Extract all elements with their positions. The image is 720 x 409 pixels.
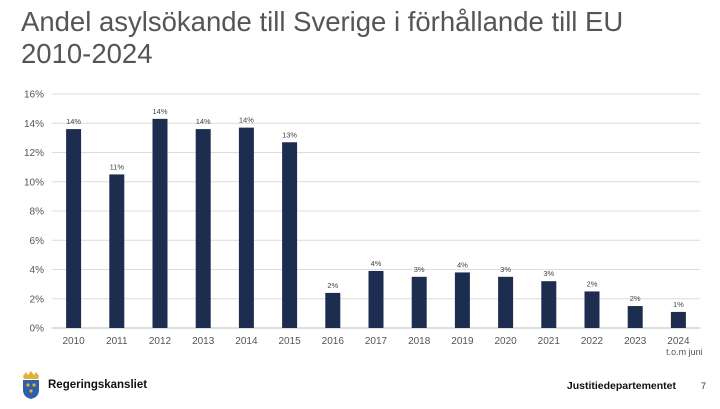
department-name: Justitiedepartementet xyxy=(566,380,676,392)
bar-2016 xyxy=(325,292,341,328)
bar-2012 xyxy=(152,118,168,328)
data-label-2015: 13% xyxy=(282,130,297,139)
x-tick-label-2011: 2011 xyxy=(106,336,128,347)
bar-2010 xyxy=(66,129,82,328)
data-label-2020: 3% xyxy=(500,265,511,274)
x-tick-label-2024: 2024 xyxy=(667,336,690,347)
footer-logo: Regeringskansliet xyxy=(20,370,147,400)
x-tick-label-2020: 2020 xyxy=(494,336,517,347)
page-title: Andel asylsökande till Sverige i förhåll… xyxy=(21,6,624,69)
y-tick-label: 12% xyxy=(24,148,44,159)
y-tick-label: 16% xyxy=(24,90,44,101)
data-label-2013: 14% xyxy=(196,117,211,126)
y-tick-label: 8% xyxy=(30,207,45,218)
y-tick-label: 14% xyxy=(24,119,44,130)
data-label-2021: 3% xyxy=(543,269,554,278)
data-label-2010: 14% xyxy=(66,117,81,126)
bar-2022 xyxy=(584,291,600,328)
data-label-2014: 14% xyxy=(239,116,254,125)
data-label-2012: 14% xyxy=(152,107,167,116)
page-number: 7 xyxy=(700,381,706,391)
bar-chart: 0% 2% 4% 6% 8% 10% 12% 14% 16% 14% 11% 14% 14% 14% 13… xyxy=(24,90,703,358)
bar-2013 xyxy=(195,129,211,328)
y-tick-label: 6% xyxy=(30,236,45,247)
x-tick-label-2016: 2016 xyxy=(322,336,345,347)
data-label-2024: 1% xyxy=(673,300,684,309)
y-axis-ticks: 0% 2% 4% 6% 8% 10% 12% 14% 16% xyxy=(24,90,44,335)
data-label-2017: 4% xyxy=(371,259,382,268)
x-tick-label-2017: 2017 xyxy=(365,336,388,347)
x-tick-label-2019: 2019 xyxy=(451,336,474,347)
bar-2023 xyxy=(627,306,643,328)
data-label-2016: 2% xyxy=(327,281,338,290)
x-axis-ticks: 2010 2011 2012 2013 2014 2015 2016 2017 2018 2019… xyxy=(62,336,702,357)
x-tick-label-2015: 2015 xyxy=(278,336,301,347)
bar-2015 xyxy=(282,142,298,328)
bar-2014 xyxy=(238,127,254,328)
bar-2018 xyxy=(411,276,427,328)
x-tick-label-2010: 2010 xyxy=(62,336,85,347)
bar-2021 xyxy=(541,281,557,328)
x-tick-label-2014: 2014 xyxy=(235,336,258,347)
bars xyxy=(66,118,686,328)
x-tick-label-2013: 2013 xyxy=(192,336,215,347)
y-tick-label: 4% xyxy=(30,265,45,276)
x-tick-label-2022: 2022 xyxy=(581,336,604,347)
bar-2017 xyxy=(368,270,384,328)
bar-2019 xyxy=(454,272,470,328)
data-label-2019: 4% xyxy=(457,260,468,269)
y-tick-label: 0% xyxy=(30,324,45,335)
x-tick-label-2012: 2012 xyxy=(149,336,172,347)
organization-name: Regeringskansliet xyxy=(48,379,148,391)
y-tick-label: 2% xyxy=(30,294,45,305)
data-label-2022: 2% xyxy=(587,279,598,288)
data-label-2018: 3% xyxy=(414,265,425,274)
data-labels: 14% 11% 14% 14% 14% 13% 2% 4% 3% 4% 3% 3% 2% 2% 1% xyxy=(66,107,684,309)
y-tick-label: 10% xyxy=(24,177,44,188)
bar-2024 xyxy=(670,311,686,328)
bar-2011 xyxy=(109,174,125,328)
x-tick-label-2018: 2018 xyxy=(408,336,431,347)
x-tick-label-2021: 2021 xyxy=(538,336,561,347)
crown-coat-of-arms-icon xyxy=(23,371,39,399)
x-tick-label-2023: 2023 xyxy=(624,336,647,347)
data-label-2023: 2% xyxy=(630,294,641,303)
data-label-2011: 11% xyxy=(110,162,125,171)
x-tick-sublabel-2024: t.o.m juni xyxy=(666,347,703,357)
bar-2020 xyxy=(498,276,514,328)
